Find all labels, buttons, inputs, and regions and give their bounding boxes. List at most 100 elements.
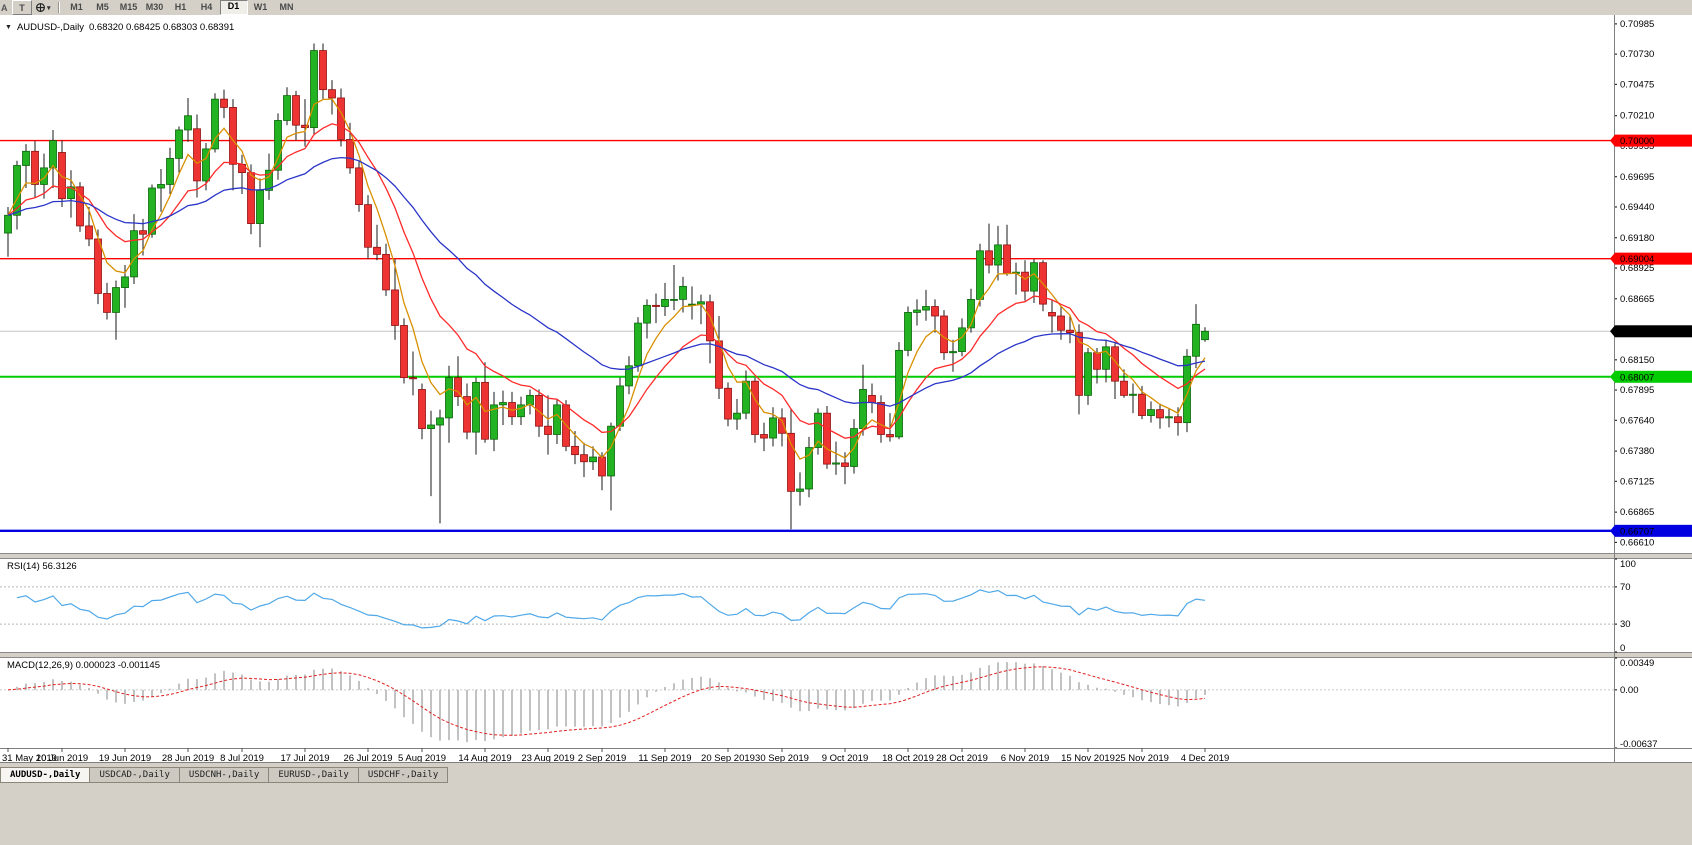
candle — [364, 204, 372, 248]
candle — [571, 445, 579, 456]
price-badge-0.70000: 0.70000 — [1610, 134, 1692, 147]
candle — [994, 244, 1002, 266]
pane-splitter[interactable] — [0, 553, 1692, 559]
candle — [625, 365, 633, 387]
timeframe-button-m1[interactable]: M1 — [70, 2, 83, 12]
price-chart[interactable]: 0.709850.707300.704750.702100.699550.696… — [0, 15, 1692, 762]
rsi-axis-label: 100 — [1620, 559, 1636, 570]
chart-tab-audusd[interactable]: AUDUSD-,Daily — [0, 767, 91, 783]
candle — [913, 309, 921, 313]
timeframe-button-mn[interactable]: MN — [279, 2, 294, 12]
candle — [1066, 329, 1074, 333]
candle — [256, 189, 264, 224]
toolbar-partial-button[interactable]: A — [1, 2, 8, 13]
price-axis-label: 0.69180 — [1620, 233, 1654, 244]
timeframe-button-d1[interactable]: D1 — [219, 0, 248, 15]
candle — [1129, 393, 1137, 396]
price-badge-0.66707: 0.66707 — [1610, 524, 1692, 537]
chart-area[interactable]: 0.709850.707300.704750.702100.699550.696… — [0, 15, 1692, 762]
candle — [796, 488, 804, 492]
candle — [373, 246, 381, 255]
price-axis-label: 0.67640 — [1620, 415, 1654, 426]
candle — [868, 394, 876, 403]
candle — [265, 169, 273, 191]
candle — [112, 287, 120, 313]
candle — [184, 115, 192, 131]
price-axis-label: 0.70730 — [1620, 49, 1654, 60]
candle — [409, 377, 417, 380]
candle — [1111, 346, 1119, 382]
chart-tab-usdcad[interactable]: USDCAD-,Daily — [90, 767, 180, 783]
candle — [346, 139, 354, 169]
candle — [355, 167, 363, 206]
candle — [769, 417, 777, 439]
candle — [76, 186, 84, 227]
crosshair-tool-button[interactable]: ⨁ ▾ — [34, 1, 53, 14]
date-label: 15 Nov 2019 — [1061, 753, 1115, 762]
candle — [652, 304, 660, 307]
timeframe-button-w1[interactable]: W1 — [253, 2, 268, 12]
candle — [130, 230, 138, 278]
toolbar-separator — [57, 2, 60, 13]
candle — [499, 402, 507, 406]
candle — [22, 150, 30, 166]
candle — [1093, 352, 1101, 370]
candle — [454, 377, 462, 397]
timeframe-button-m5[interactable]: M5 — [96, 2, 109, 12]
date-label: 28 Jun 2019 — [162, 753, 214, 762]
date-label: 23 Aug 2019 — [521, 753, 574, 762]
fast-ma-line — [7, 98, 1206, 460]
candle — [49, 140, 57, 169]
price-axis-label: 0.70475 — [1620, 79, 1654, 90]
chart-tab-usdchf[interactable]: USDCHF-,Daily — [358, 767, 449, 783]
price-pane[interactable] — [0, 43, 1614, 533]
rsi-axis-label: 30 — [1620, 619, 1631, 630]
price-axis-label: 0.68665 — [1620, 294, 1654, 305]
chart-tab-usdcnh[interactable]: USDCNH-,Daily — [179, 767, 270, 783]
timeframe-button-h4[interactable]: H4 — [200, 2, 213, 12]
price-axis-label: 0.69440 — [1620, 202, 1654, 213]
candle — [1048, 312, 1056, 317]
price-badge-0.69004: 0.69004 — [1610, 252, 1692, 265]
ohlc-values: 0.68320 0.68425 0.68303 0.68391 — [88, 22, 235, 33]
date-label: 31 May 2019 — [2, 753, 57, 762]
date-label: 2 Sep 2019 — [578, 753, 627, 762]
candle — [94, 238, 102, 294]
date-label: 5 Aug 2019 — [398, 753, 446, 762]
candle — [445, 377, 453, 419]
date-label: 28 Oct 2019 — [936, 753, 988, 762]
candle — [319, 50, 327, 91]
candle — [751, 380, 759, 435]
macd-pane[interactable] — [0, 662, 1614, 743]
rsi-pane[interactable] — [0, 586, 1614, 629]
date-label: 14 Aug 2019 — [458, 753, 511, 762]
candle — [211, 98, 219, 150]
candle — [436, 417, 444, 426]
candle — [580, 454, 588, 463]
candle — [778, 417, 786, 434]
candle — [400, 325, 408, 379]
timeframe-buttons: M1 M5 M15 M30 H1 H4 D1 W1 MN — [64, 0, 300, 15]
date-label: 10 Jun 2019 — [36, 753, 88, 762]
candle — [670, 299, 678, 301]
timeframe-button-m30[interactable]: M30 — [145, 2, 164, 12]
candle — [292, 95, 300, 126]
candle — [724, 387, 732, 420]
candle — [247, 172, 255, 224]
candle — [607, 425, 615, 477]
pane-splitter[interactable] — [0, 652, 1692, 658]
candle — [814, 412, 822, 448]
candle — [148, 187, 156, 235]
candle — [1075, 332, 1083, 396]
mid-ma-line — [7, 123, 1206, 439]
price-axis-label: 0.70210 — [1620, 111, 1654, 122]
text-tool-button[interactable]: T — [12, 0, 32, 15]
candle — [589, 456, 597, 463]
chart-tab-eurusd[interactable]: EURUSD-,Daily — [269, 767, 359, 783]
candle — [805, 447, 813, 490]
price-axis-label: 0.67125 — [1620, 476, 1654, 487]
candle — [1138, 393, 1146, 416]
timeframe-button-m15[interactable]: M15 — [119, 2, 138, 12]
timeframe-button-h1[interactable]: H1 — [174, 2, 187, 12]
